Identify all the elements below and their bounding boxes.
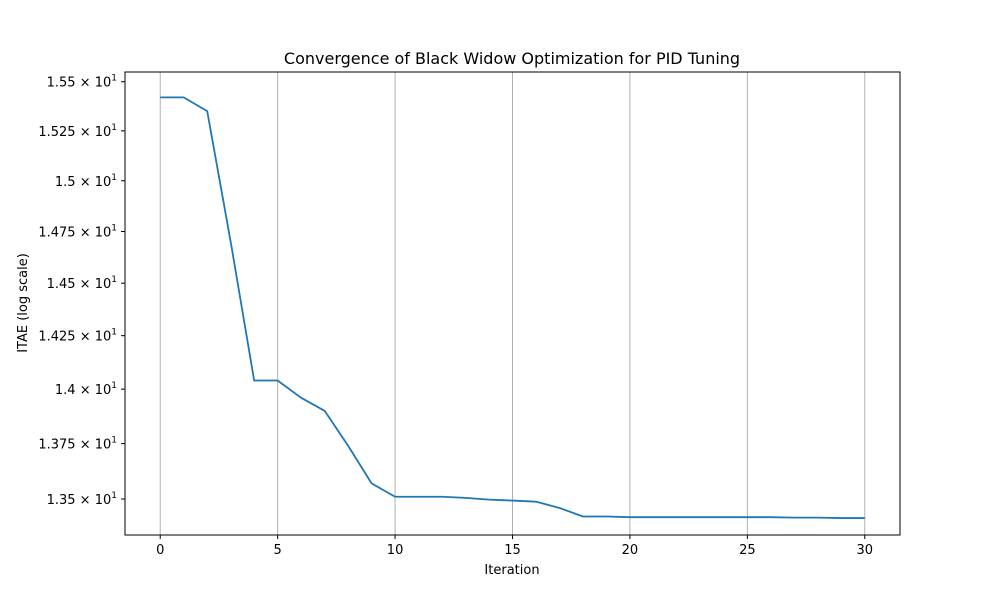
- y-tick-label: 1.375 × 101: [38, 436, 117, 453]
- grid: [159, 72, 866, 535]
- y-tick-label: 1.35 × 101: [47, 491, 117, 508]
- x-tick-label: 0: [156, 543, 164, 558]
- y-axis-ticks: 1.35 × 101 1.375 × 101 1.4 × 101 1.425 × 10…: [38, 74, 125, 508]
- x-tick-label: 10: [387, 543, 404, 558]
- y-tick-label: 1.425 × 101: [38, 328, 117, 345]
- x-axis-ticks: 0 5 10 15 20 25 30: [156, 535, 873, 558]
- y-tick-label: 1.525 × 101: [38, 123, 117, 140]
- x-tick-label: 25: [739, 543, 756, 558]
- series-line: [160, 96, 865, 519]
- y-tick-label: 1.5 × 101: [55, 173, 117, 190]
- x-axis-label: Iteration: [484, 563, 539, 578]
- y-tick-label: 1.45 × 101: [47, 275, 117, 292]
- y-tick-label: 1.475 × 101: [38, 224, 117, 241]
- y-axis-label: ITAE (log scale): [16, 253, 31, 353]
- series-layer: [160, 96, 865, 519]
- x-tick-label: 30: [856, 543, 873, 558]
- x-tick-label: 15: [504, 543, 521, 558]
- chart-title: Convergence of Black Widow Optimization …: [284, 49, 740, 68]
- x-tick-label: 5: [274, 543, 282, 558]
- y-tick-label: 1.4 × 101: [55, 381, 117, 398]
- x-tick-label: 20: [622, 543, 639, 558]
- y-tick-label: 1.55 × 101: [47, 74, 117, 91]
